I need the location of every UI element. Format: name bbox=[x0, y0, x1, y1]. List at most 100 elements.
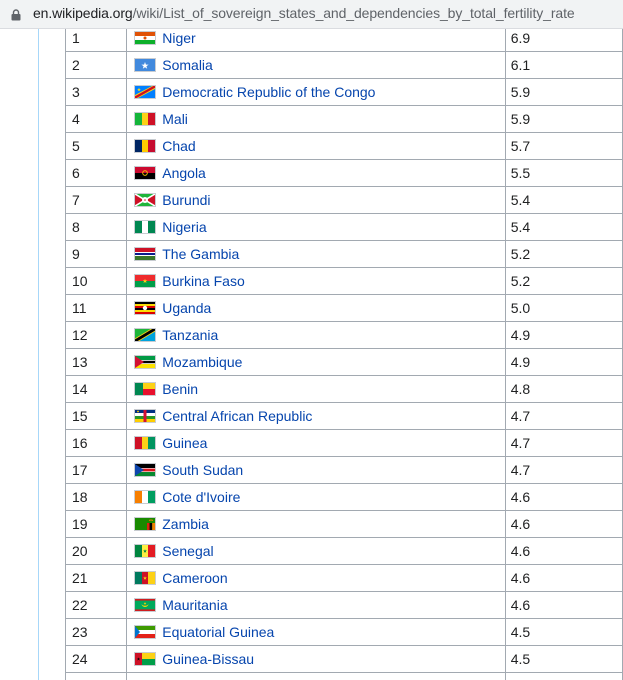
fertility-rate-cell: 5.5 bbox=[504, 159, 623, 187]
fertility-rate-cell: 5.4 bbox=[504, 213, 623, 241]
rank-cell: 22 bbox=[64, 591, 128, 619]
zambia-flag-icon bbox=[134, 517, 157, 532]
country-link[interactable]: Mauritania bbox=[162, 596, 228, 613]
browser-address-bar[interactable]: en.wikipedia.org/wiki/List_of_sovereign_… bbox=[0, 0, 623, 29]
fertility-rate-cell: 4.6 bbox=[504, 591, 623, 619]
fertility-rate-cell: 4.6 bbox=[504, 510, 623, 538]
country-link[interactable]: Burundi bbox=[162, 191, 211, 208]
table-row: 10 Burkina Faso 5.2 bbox=[64, 267, 623, 295]
country-link[interactable]: Central African Republic bbox=[162, 407, 313, 424]
country-cell: Burkina Faso bbox=[126, 267, 506, 295]
country-link[interactable]: Niger bbox=[162, 29, 196, 46]
country-link[interactable]: Mali bbox=[162, 110, 188, 127]
chad-flag-icon bbox=[134, 139, 157, 154]
rank-cell: 20 bbox=[64, 537, 128, 565]
rank-cell: 12 bbox=[64, 321, 128, 349]
country-cell: Cote d'Ivoire bbox=[126, 483, 506, 511]
country-cell: Mauritania bbox=[126, 591, 506, 619]
rank-cell: 16 bbox=[64, 429, 128, 457]
country-link[interactable]: Cameroon bbox=[162, 569, 228, 586]
country-link[interactable]: Somalia bbox=[162, 56, 213, 73]
table-row: 22 Mauritania 4.6 bbox=[64, 591, 623, 619]
fertility-rate-cell: 4.8 bbox=[504, 375, 623, 403]
country-link[interactable]: Tanzania bbox=[162, 326, 219, 343]
cameroon-flag-icon bbox=[134, 571, 157, 586]
country-cell: Mali bbox=[126, 105, 506, 133]
rank-cell: 2 bbox=[64, 51, 128, 79]
mauritania-flag-icon bbox=[134, 598, 157, 613]
equatorial-guinea-flag-icon bbox=[134, 625, 157, 640]
fertility-rate-cell: 4.9 bbox=[504, 321, 623, 349]
table-row: 1 Niger 6.9 bbox=[64, 29, 623, 52]
nigeria-flag-icon bbox=[134, 220, 157, 235]
fertility-rate-cell: 4.7 bbox=[504, 429, 623, 457]
lock-icon[interactable] bbox=[11, 8, 21, 21]
country-cell: Somalia bbox=[126, 51, 506, 79]
country-link[interactable]: Democratic Republic of the Congo bbox=[162, 83, 376, 100]
country-link[interactable]: Senegal bbox=[162, 542, 214, 559]
fertility-rate-cell: 4.6 bbox=[504, 483, 623, 511]
rank-cell: 21 bbox=[64, 564, 128, 592]
country-cell: Equatorial Guinea bbox=[126, 618, 506, 646]
rank-cell: 7 bbox=[64, 186, 128, 214]
country-cell: Guinea-Bissau bbox=[126, 645, 506, 673]
fertility-rate-cell: 4.6 bbox=[504, 564, 623, 592]
fertility-rate-cell: 5.9 bbox=[504, 78, 623, 106]
country-link[interactable]: Guinea bbox=[162, 434, 208, 451]
fertility-rate-cell: 6.9 bbox=[504, 29, 623, 52]
fertility-rate-cell: 5.4 bbox=[504, 186, 623, 214]
country-cell: South Sudan bbox=[126, 456, 506, 484]
rank-cell: 3 bbox=[64, 78, 128, 106]
table-row: 17 South Sudan 4.7 bbox=[64, 456, 623, 484]
country-cell: Burundi bbox=[126, 186, 506, 214]
rank-cell: 19 bbox=[64, 510, 128, 538]
table-row: 19 Zambia 4.6 bbox=[64, 510, 623, 538]
country-link[interactable]: Guinea-Bissau bbox=[162, 650, 255, 667]
burundi-flag-icon bbox=[134, 193, 157, 208]
table-row: 5 Chad 5.7 bbox=[64, 132, 623, 160]
country-link[interactable]: Angola bbox=[162, 164, 206, 181]
fertility-rate-cell: 5.7 bbox=[504, 132, 623, 160]
country-cell: Senegal bbox=[126, 537, 506, 565]
fertility-rate-cell: 4.7 bbox=[504, 456, 623, 484]
fertility-rate-cell: 4.5 bbox=[504, 645, 623, 673]
gambia-flag-icon bbox=[134, 247, 157, 262]
table-row: 9 The Gambia 5.2 bbox=[64, 240, 623, 268]
fertility-rate-cell: 4.5 bbox=[504, 618, 623, 646]
fertility-rate-cell: 5.0 bbox=[504, 294, 623, 322]
rank-cell: 17 bbox=[64, 456, 128, 484]
country-cell: Cameroon bbox=[126, 564, 506, 592]
country-link[interactable]: Nigeria bbox=[162, 218, 207, 235]
country-link[interactable]: Cote d'Ivoire bbox=[162, 488, 241, 505]
country-link[interactable]: Zambia bbox=[162, 515, 209, 532]
rank-cell: 15 bbox=[64, 402, 128, 430]
table-row: 13 Mozambique 4.9 bbox=[64, 348, 623, 376]
country-cell: Nigeria bbox=[126, 213, 506, 241]
fertility-table: 1 Niger 6.9 2 Somalia 6.1 3 Democratic Republic… bbox=[64, 29, 623, 680]
rank-cell: 24 bbox=[64, 645, 128, 673]
guinea-flag-icon bbox=[134, 436, 157, 451]
table-row: 2 Somalia 6.1 bbox=[64, 51, 623, 79]
country-link[interactable]: Equatorial Guinea bbox=[162, 623, 275, 640]
table-row: 8 Nigeria 5.4 bbox=[64, 213, 623, 241]
uganda-flag-icon bbox=[134, 301, 157, 316]
country-link[interactable]: Uganda bbox=[162, 299, 212, 316]
guinea-bissau-flag-icon bbox=[134, 652, 157, 667]
country-cell: Uganda bbox=[126, 294, 506, 322]
cote-divoire-flag-icon bbox=[134, 490, 157, 505]
country-link[interactable]: Burkina Faso bbox=[162, 272, 245, 289]
rank-cell: 11 bbox=[64, 294, 128, 322]
table-row: 6 Angola 5.5 bbox=[64, 159, 623, 187]
url-text[interactable]: en.wikipedia.org/wiki/List_of_sovereign_… bbox=[33, 5, 575, 22]
rank-cell: 13 bbox=[64, 348, 128, 376]
country-link[interactable]: Mozambique bbox=[162, 353, 243, 370]
rank-cell: 8 bbox=[64, 213, 128, 241]
country-link[interactable]: South Sudan bbox=[162, 461, 244, 478]
rank-cell: 18 bbox=[64, 483, 128, 511]
url-path: /wiki/List_of_sovereign_states_and_depen… bbox=[132, 5, 575, 21]
country-link[interactable]: The Gambia bbox=[162, 245, 240, 262]
country-link[interactable]: Chad bbox=[162, 137, 196, 154]
country-link[interactable]: Benin bbox=[162, 380, 199, 397]
country-cell: Benin bbox=[126, 375, 506, 403]
rank-cell: 6 bbox=[64, 159, 128, 187]
